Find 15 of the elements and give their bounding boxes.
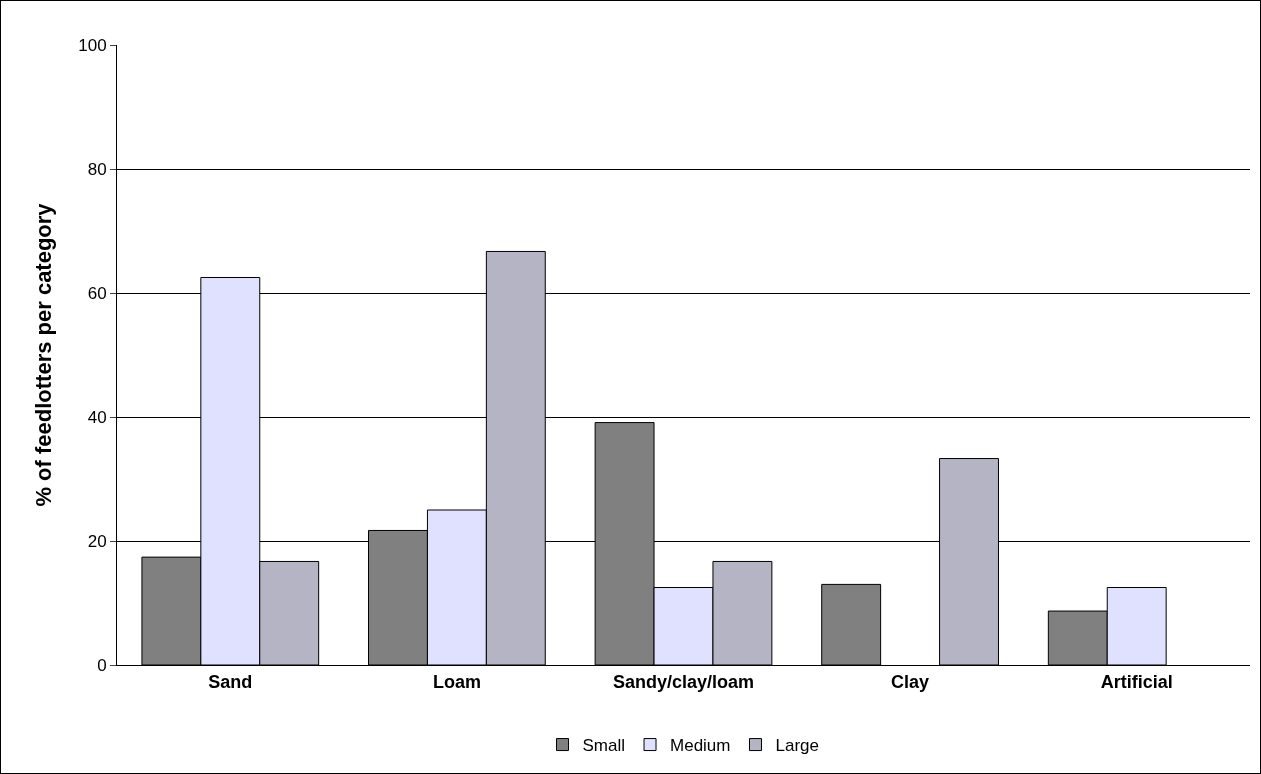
y-tick-label: 0 (97, 655, 107, 675)
y-tick-label: 60 (87, 283, 107, 303)
x-tick-label: Sand (208, 671, 253, 692)
y-tick-label: 100 (78, 35, 107, 55)
y-tick-label: 20 (87, 531, 107, 551)
y-tick-label: 40 (87, 407, 107, 427)
x-tick-label: Artificial (1100, 671, 1173, 692)
legend-label: Medium (670, 736, 731, 756)
x-tick-label: Clay (891, 671, 930, 692)
legend-label: Large (775, 736, 819, 756)
y-axis-title: % of feedlotters per category (31, 202, 57, 507)
x-tick-label: Sandy/clay/loam (612, 671, 755, 692)
legend-label: Small (582, 736, 626, 756)
x-tick-label: Loam (432, 671, 481, 692)
y-tick-label: 80 (87, 159, 107, 179)
